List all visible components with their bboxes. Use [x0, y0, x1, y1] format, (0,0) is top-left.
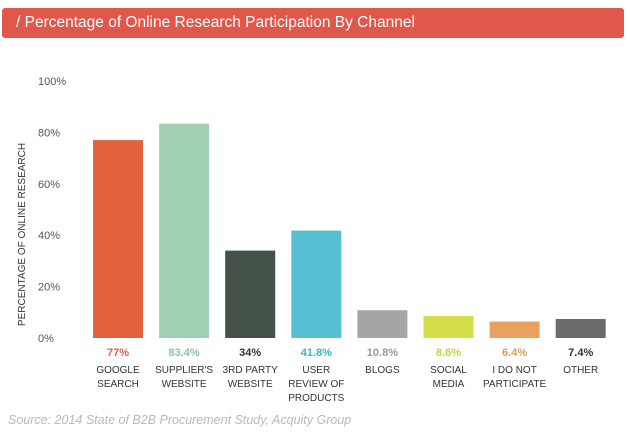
category-label: USER: [302, 365, 330, 376]
bar: [423, 315, 474, 338]
bar-chart: 0% 20% 40% 60% 80% 100% PERCENTAGE OF ONLINE R…: [17, 76, 606, 404]
category-label: WEBSITE: [228, 379, 273, 390]
bars: [93, 123, 606, 338]
chart-title-banner: / Percentage of Online Research Particip…: [2, 8, 624, 38]
category-label: REVIEW OF: [288, 379, 344, 390]
bar-labels: 77% GOOGLE SEARCH 83.4% SUPPLIER'S WEBSITE 34%…: [96, 347, 598, 404]
category-label: SUPPLIER'S: [155, 365, 213, 376]
bar: [555, 318, 606, 338]
value-label: 6.4%: [502, 347, 527, 359]
category-label: SEARCH: [97, 379, 139, 390]
y-tick-label: 0%: [38, 333, 54, 345]
y-tick-label: 40%: [38, 230, 60, 242]
y-axis-title: PERCENTAGE OF ONLINE RESEARCH: [17, 143, 28, 326]
category-label: OTHER: [563, 365, 598, 376]
value-label: 34%: [239, 347, 261, 359]
category-label: SOCIAL: [430, 365, 467, 376]
category-label: WEBSITE: [162, 379, 207, 390]
y-tick-label: 20%: [38, 282, 60, 294]
category-label: 3RD PARTY: [223, 365, 279, 376]
bar: [93, 140, 143, 338]
bar: [489, 321, 540, 338]
category-label: PARTICIPATE: [483, 379, 546, 390]
source-note: Source: 2014 State of B2B Procurement St…: [8, 413, 352, 427]
value-label: 10.8%: [367, 347, 398, 359]
category-label: PRODUCTS: [288, 393, 344, 404]
value-label: 8.6%: [436, 347, 461, 359]
value-label: 7.4%: [568, 347, 593, 359]
bar: [225, 250, 276, 338]
category-label: MEDIA: [433, 379, 465, 390]
bar: [357, 310, 408, 338]
chart-title: / Percentage of Online Research Particip…: [16, 14, 415, 31]
y-tick-label: 60%: [38, 179, 60, 191]
category-label: BLOGS: [365, 365, 400, 376]
bar: [159, 123, 210, 338]
category-label: GOOGLE: [96, 365, 140, 376]
category-label: I DO NOT: [492, 365, 536, 376]
y-axis: 0% 20% 40% 60% 80% 100% PERCENTAGE OF ONLINE R…: [17, 76, 66, 345]
y-tick-label: 100%: [38, 76, 66, 88]
y-tick-label: 80%: [38, 127, 60, 139]
value-label: 41.8%: [301, 347, 332, 359]
value-label: 83.4%: [168, 347, 199, 359]
bar: [291, 230, 342, 338]
value-label: 77%: [107, 347, 129, 359]
